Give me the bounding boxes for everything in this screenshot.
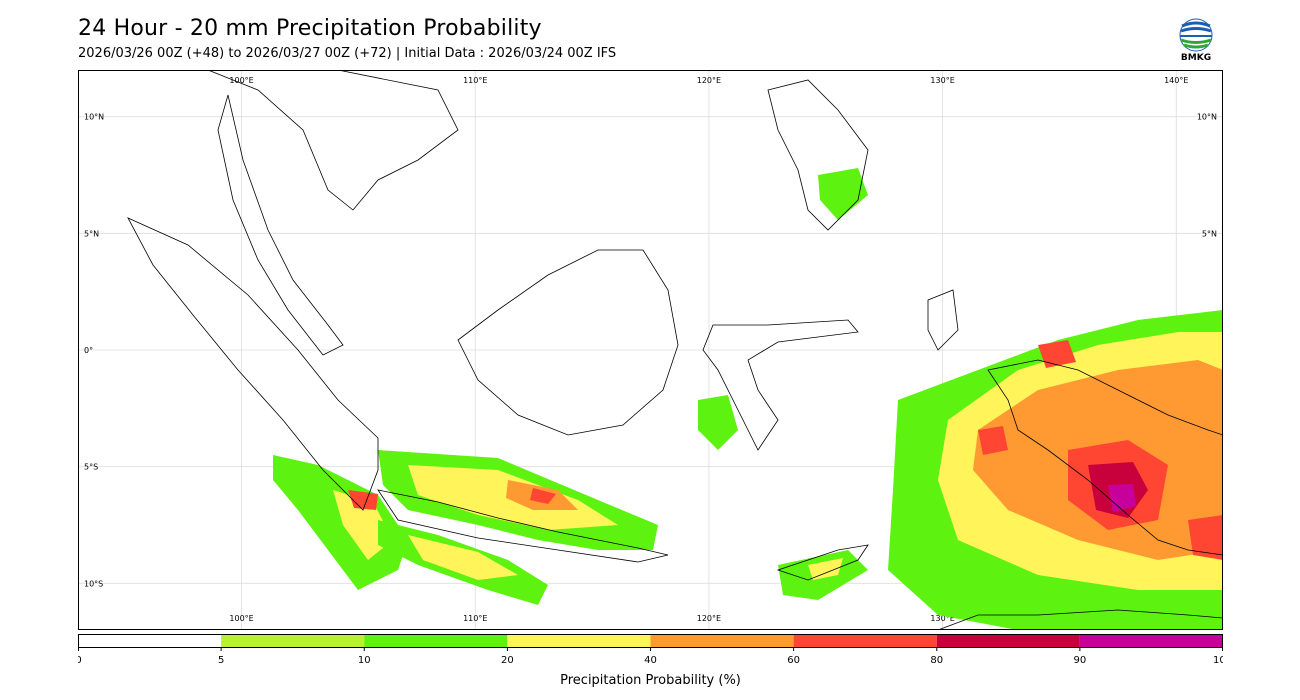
coastlines — [127, 69, 1224, 631]
precip-field — [273, 168, 1223, 630]
meridian-label-bottom: 130°E — [930, 614, 954, 623]
meridian-label-bottom: 100°E — [229, 614, 253, 623]
meridian-label-top: 110°E — [463, 76, 487, 85]
parallel-label-left: 10°S — [84, 579, 103, 588]
sulawesi-outline — [702, 319, 859, 451]
precip-green-sulawesi — [698, 395, 738, 450]
colorbar-bin — [221, 634, 365, 648]
colorbar-bin — [507, 634, 651, 648]
colorbar-bin — [793, 634, 937, 648]
colorbar-ticks-svg: 0 5 10 20 40 60 80 90 100 — [75, 647, 1232, 666]
meridian-label-top: 140°E — [1164, 76, 1188, 85]
colorbar-svg — [78, 634, 1223, 648]
parallel-label-left: 0° — [84, 346, 93, 355]
map-frame — [78, 70, 1223, 630]
meridian-label-bottom: 120°E — [697, 614, 721, 623]
borneo-outline — [457, 249, 679, 436]
colorbar-tick-label: 40 — [644, 655, 657, 666]
philippines-outline — [767, 79, 869, 231]
precip-red-sumatra — [348, 490, 378, 510]
meridian-label-top: 130°E — [930, 76, 954, 85]
precip-yellow-timor — [808, 558, 843, 580]
precip-red-papua-n — [1038, 340, 1076, 368]
meridian-label-top: 100°E — [229, 76, 253, 85]
map-panel: 100°E 100°E 110°E 110°E 120°E 120°E 130°E 130°E… — [78, 69, 1224, 631]
colorbar-bin — [78, 634, 222, 648]
meridian-label-bottom: 110°E — [463, 614, 487, 623]
colorbar-bin — [364, 634, 508, 648]
precip-red-papua-w — [978, 426, 1008, 455]
precip-green-sumatra — [273, 455, 408, 590]
colorbar-tick-label: 60 — [787, 655, 800, 666]
australia-outline — [937, 609, 1224, 631]
colorbar-bin — [936, 634, 1080, 648]
colorbar-tick-label: 100 — [1213, 655, 1223, 666]
java-outline — [377, 489, 669, 563]
parallel-label-left: 5°S — [84, 463, 98, 472]
colorbar-tick-label: 0 — [78, 655, 82, 666]
colorbar-ticks: 0 5 10 20 40 60 80 90 100 — [75, 647, 1232, 667]
malay-peninsula-outline — [217, 94, 344, 356]
precip-yellow-south — [408, 535, 518, 580]
logo-text: BMKG — [1180, 53, 1212, 63]
parallel-label-left: 10°N — [84, 113, 104, 122]
chart-subtitle: 2026/03/26 00Z (+48) to 2026/03/27 00Z (… — [78, 46, 617, 61]
colorbar-tick-label: 10 — [358, 655, 371, 666]
indochina-outline — [207, 69, 459, 211]
colorbar-tick-label: 90 — [1074, 655, 1087, 666]
parallel-label-right: 10°N — [1197, 113, 1217, 122]
halmahera-outline — [927, 289, 959, 351]
precip-magenta-papua — [1108, 484, 1136, 512]
sumatra-outline — [127, 217, 379, 511]
parallel-label-right: 5°N — [1202, 229, 1217, 238]
bmkg-logo-icon — [1179, 18, 1213, 52]
precip-green-mindanao — [818, 168, 868, 220]
colorbar-tick-label: 20 — [501, 655, 514, 666]
colorbar-tick-label: 5 — [218, 655, 224, 666]
precip-red-java — [530, 488, 556, 504]
colorbar — [78, 633, 1223, 648]
papua-outline — [987, 359, 1224, 556]
colorbar-bin — [650, 634, 794, 648]
colorbar-label: Precipitation Probability (%) — [560, 673, 741, 688]
timor-outline — [776, 544, 869, 581]
colorbar-tick-label: 80 — [930, 655, 943, 666]
map-svg: 100°E 100°E 110°E 110°E 120°E 120°E 130°E 130°E… — [78, 69, 1224, 631]
colorbar-bin — [1079, 634, 1223, 648]
chart-title: 24 Hour - 20 mm Precipitation Probabilit… — [78, 16, 542, 41]
parallel-label-left: 5°N — [84, 229, 99, 238]
meridian-label-top: 120°E — [697, 76, 721, 85]
bmkg-logo: BMKG — [1176, 18, 1216, 66]
precip-red-papua-e — [1188, 515, 1223, 560]
